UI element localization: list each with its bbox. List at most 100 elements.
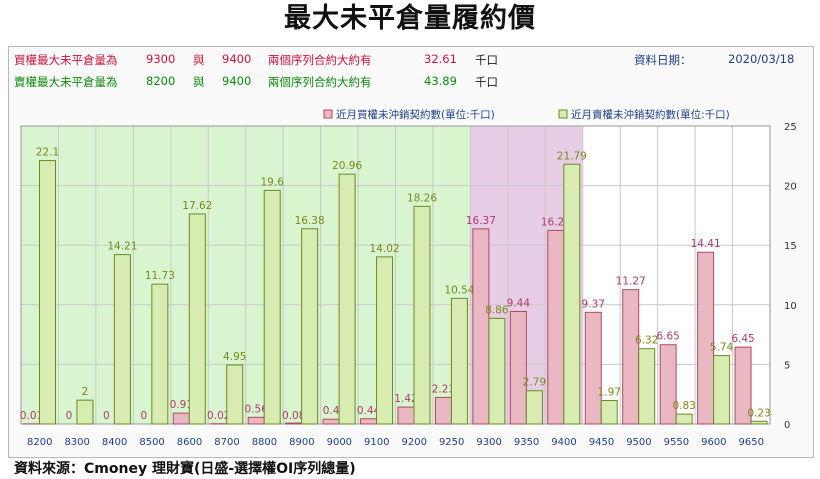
put-value-label: 4.95 [223, 351, 246, 363]
call-bar [659, 344, 677, 425]
put-value-label: 10.54 [444, 284, 474, 296]
x-tick-label: 9300 [476, 437, 501, 448]
put-bar [151, 283, 169, 425]
put-bar [301, 228, 319, 425]
put-value-label: 6.32 [635, 335, 658, 347]
put-value-label: 11.73 [145, 270, 175, 282]
put-bar [675, 413, 693, 425]
put-value-label: 8.86 [485, 304, 509, 316]
call-bar [397, 406, 415, 425]
y-tick-label: 25 [784, 122, 797, 133]
x-tick-label: 9450 [589, 437, 614, 448]
call-value-label: 6.45 [731, 333, 754, 345]
put-value-label: 17.62 [182, 200, 212, 212]
put-bar [600, 400, 618, 425]
call-bar [547, 229, 565, 425]
put-bar [113, 254, 131, 425]
put-bar [226, 364, 244, 425]
call-value-label: 2.23 [432, 383, 455, 395]
y-tick-label: 15 [784, 241, 797, 252]
call-value-label: 0 [66, 410, 73, 422]
x-tick-label: 8600 [177, 437, 202, 448]
put-value-label: 22.1 [36, 147, 59, 159]
put-bar [713, 355, 731, 425]
call-value-label: 1.42 [394, 393, 417, 405]
put-value-label: 5.74 [710, 342, 734, 354]
x-tick-label: 9350 [514, 437, 539, 448]
sell-desc: 兩個序列合約大約有 [268, 75, 372, 89]
call-value-label: 6.65 [656, 331, 679, 343]
put-bar [338, 173, 356, 425]
call-bar [509, 310, 527, 425]
x-tick-label: 9200 [401, 437, 426, 448]
call-value-label: 0 [103, 410, 110, 422]
sell-label: 賣權最大未平倉量為 [14, 75, 118, 89]
put-value-label: 18.26 [407, 192, 437, 204]
put-value-label: 19.6 [261, 176, 285, 188]
put-bar [488, 317, 506, 425]
put-bar [638, 348, 656, 425]
call-value-label: 0.02 [207, 410, 230, 422]
x-tick-label: 9000 [327, 437, 352, 448]
call-value-label: 0.56 [245, 403, 269, 415]
call-bar [584, 311, 602, 425]
call-bar [434, 396, 452, 425]
buy-unit: 千口 [475, 53, 498, 67]
x-tick-label: 9600 [701, 437, 726, 448]
put-bar [563, 163, 581, 425]
plot-border [20, 125, 771, 425]
y-tick-label: 5 [784, 360, 790, 371]
put-value-label: 14.21 [107, 241, 137, 253]
call-value-label: 9.44 [507, 297, 531, 309]
sell-value: 43.89 [424, 74, 457, 88]
call-value-label: 0 [141, 410, 148, 422]
put-value-label: 0.23 [747, 407, 770, 419]
buy-value: 32.61 [424, 52, 457, 66]
call-bar [322, 418, 340, 425]
call-value-label: 0.91 [170, 399, 193, 411]
x-tick-label: 8900 [289, 437, 314, 448]
call-value-label: 14.41 [691, 238, 721, 250]
call-bar [734, 346, 752, 425]
put-value-label: 14.02 [370, 243, 400, 255]
date-value: 2020/03/18 [728, 52, 795, 66]
put-bar [413, 205, 431, 425]
put-bar [450, 297, 468, 425]
call-value-label: 0.08 [282, 410, 305, 422]
put-bar [76, 399, 94, 425]
x-tick-label: 8700 [214, 437, 239, 448]
put-bar [263, 189, 281, 425]
call-value-label: 16.37 [466, 215, 496, 227]
call-bar [360, 418, 378, 425]
legend-put-label: 近月賣權未沖銷契約數(單位:千口) [571, 108, 730, 121]
call-bar [622, 289, 640, 425]
y-tick-label: 0 [784, 420, 790, 431]
x-tick-label: 8400 [102, 437, 127, 448]
buy-strike1: 9300 [146, 52, 176, 66]
x-tick-label: 9650 [739, 437, 764, 448]
page-title: 最大未平倉量履約價 [284, 3, 536, 34]
x-tick-label: 9550 [664, 437, 689, 448]
call-value-label: 0.4 [323, 405, 340, 417]
call-value-label: 0.44 [357, 405, 381, 417]
put-value-label: 0.83 [672, 400, 695, 412]
legend-call-label: 近月買權未沖銷契約數(單位:千口) [336, 108, 495, 121]
put-value-label: 16.38 [295, 215, 325, 227]
x-tick-label: 8800 [252, 437, 277, 448]
x-tick-label: 9100 [364, 437, 389, 448]
put-value-label: 21.79 [557, 150, 587, 162]
x-tick-label: 8200 [27, 437, 52, 448]
buy-label: 買權最大未平倉量為 [14, 53, 118, 67]
call-value-label: 9.37 [582, 298, 605, 310]
call-bar [472, 228, 490, 425]
call-value-label: 0.01 [20, 410, 43, 422]
x-tick-label: 8300 [64, 437, 89, 448]
x-tick-label: 9400 [551, 437, 576, 448]
date-label: 資料日期： [634, 53, 692, 67]
buy-and: 與 [193, 53, 205, 67]
put-value-label: 20.96 [332, 160, 362, 172]
y-tick-label: 20 [784, 182, 797, 193]
put-value-label: 1.97 [598, 387, 621, 399]
legend-call-swatch [323, 109, 333, 119]
sell-unit: 千口 [475, 75, 498, 89]
